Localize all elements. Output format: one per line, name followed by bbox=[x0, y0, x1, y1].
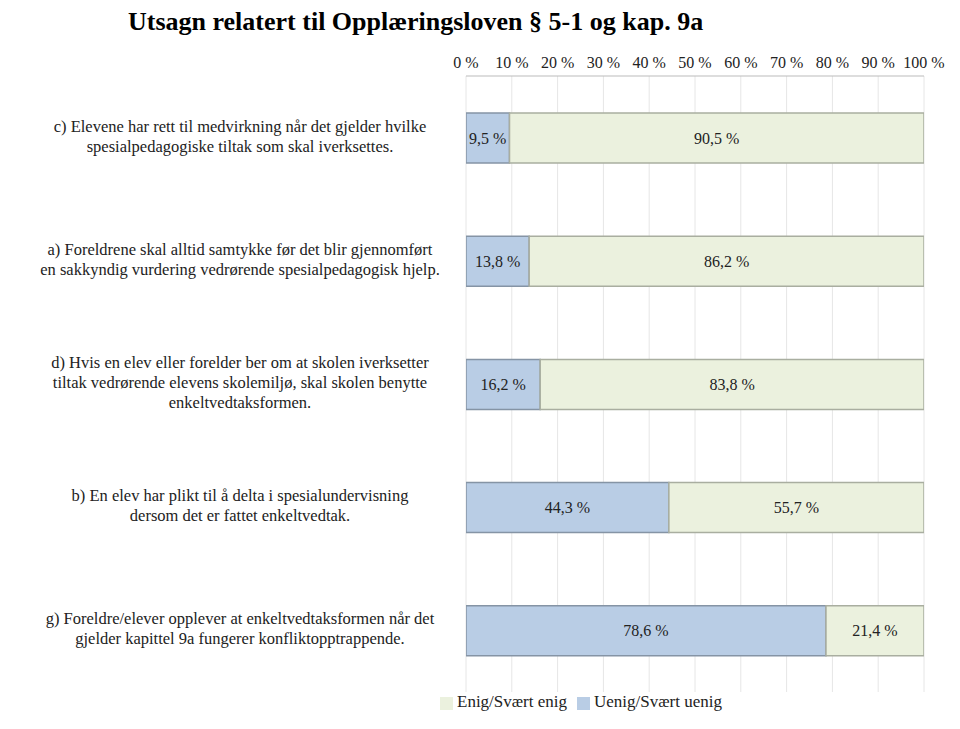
svg-text:b) En elev har plikt til å del: b) En elev har plikt til å delta i spesi… bbox=[72, 486, 409, 525]
svg-text:40 %: 40 % bbox=[633, 54, 666, 71]
svg-text:50 %: 50 % bbox=[678, 54, 711, 71]
svg-text:60 %: 60 % bbox=[724, 54, 757, 71]
svg-text:21,4 %: 21,4 % bbox=[852, 622, 897, 639]
html-text:Enig/Svært enig: Enig/Svært enig bbox=[457, 692, 567, 711]
svg-text:9,5 %: 9,5 % bbox=[469, 130, 506, 147]
svg-text:78,6 %: 78,6 % bbox=[623, 622, 668, 639]
svg-text:0 %: 0 % bbox=[453, 54, 478, 71]
svg-text:13,8 %: 13,8 % bbox=[475, 253, 520, 270]
html-text:Utsagn relatert til Opplærings: Utsagn relatert til Opplæringsloven § 5-… bbox=[128, 7, 704, 36]
svg-text:16,2 %: 16,2 % bbox=[480, 376, 525, 393]
svg-text:44,3 %: 44,3 % bbox=[545, 499, 590, 516]
svg-text:a) Foreldrene skal alltid samt: a) Foreldrene skal alltid samtykke før d… bbox=[40, 240, 440, 279]
svg-text:90,5 %: 90,5 % bbox=[694, 130, 739, 147]
svg-text:90 %: 90 % bbox=[862, 54, 895, 71]
svg-text:d) Hvis en elev eller forelder: d) Hvis en elev eller forelder ber om at… bbox=[51, 353, 429, 412]
svg-text:30 %: 30 % bbox=[587, 54, 620, 71]
html-text:Uenig/Svært uenig: Uenig/Svært uenig bbox=[594, 692, 722, 711]
svg-text:100 %: 100 % bbox=[903, 54, 944, 71]
svg-text:70 %: 70 % bbox=[770, 54, 803, 71]
svg-text:83,8 %: 83,8 % bbox=[709, 376, 754, 393]
svg-text:86,2 %: 86,2 % bbox=[704, 253, 749, 270]
svg-text:c) Elevene har rett til medvir: c) Elevene har rett til medvirkning når … bbox=[54, 116, 426, 155]
svg-text:80 %: 80 % bbox=[816, 54, 849, 71]
svg-text:g) Foreldre/elever opplever at: g) Foreldre/elever opplever at enkeltved… bbox=[46, 609, 435, 648]
svg-text:55,7 %: 55,7 % bbox=[774, 499, 819, 516]
svg-text:10 %: 10 % bbox=[495, 54, 528, 71]
svg-text:20 %: 20 % bbox=[541, 54, 574, 71]
